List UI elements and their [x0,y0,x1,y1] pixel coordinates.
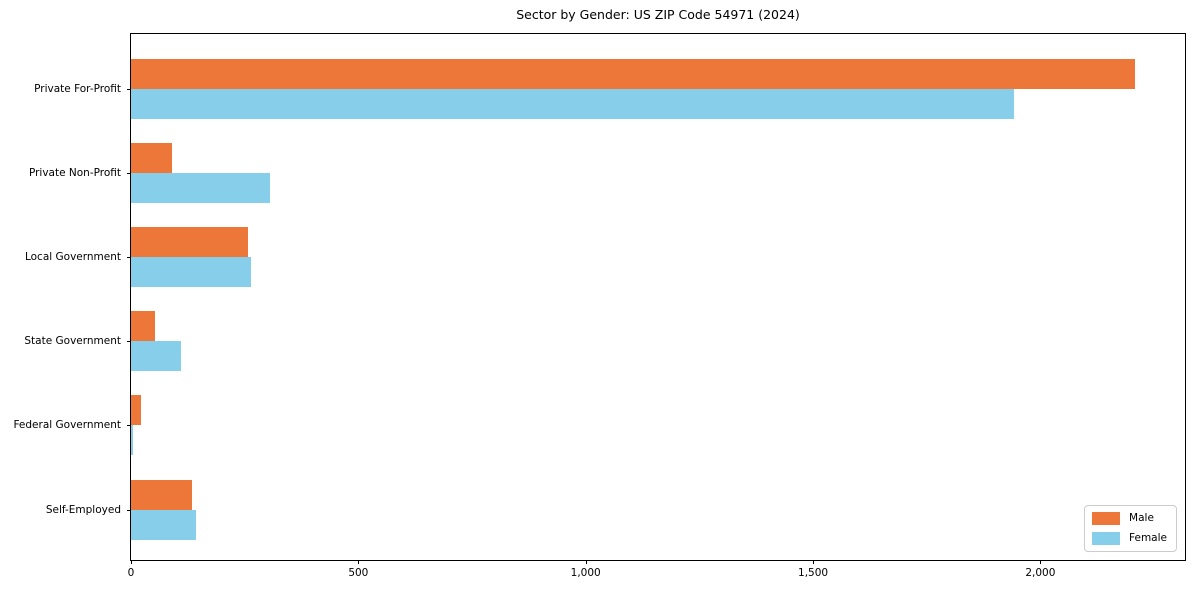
bar-female-federal-government [131,425,133,456]
y-tick-mark [127,341,131,343]
chart-title: Sector by Gender: US ZIP Code 54971 (202… [516,7,800,22]
y-tick-mark [127,89,131,90]
x-tick-label-1-500: 1,500 [798,567,829,579]
x-tick-label-500: 500 [348,567,369,579]
legend-swatch-female-icon [1092,532,1121,545]
bar-female-state-government [131,341,182,372]
legend-row-female: Female [1092,532,1167,545]
bar-female-private-non-profit [131,173,270,204]
y-tick-label-private-for-profit: Private For-Profit [34,83,121,95]
y-tick-mark [127,425,131,427]
y-tick-label-self-employed: Self-Employed [45,503,121,516]
x-tick-mark [585,560,587,564]
bar-female-private-for-profit [131,89,1015,119]
x-tick-mark [358,560,360,564]
legend-swatch-male-icon [1092,512,1121,525]
legend-label-female: Female [1129,532,1167,544]
y-tick-label-state-government: State Government [24,335,121,348]
bar-female-self-employed [131,509,196,540]
y-tick-label-local-government: Local Government [24,251,121,264]
x-tick-mark [813,560,815,564]
y-tick-label-federal-government: Federal Government [13,419,121,432]
x-tick-label-1-000: 1,000 [570,567,601,579]
y-tick-mark [127,509,131,511]
legend-row-male: Male [1092,512,1167,525]
legend: Male Female [1084,505,1177,552]
x-tick-mark [1040,560,1042,564]
legend-label-male: Male [1129,512,1154,524]
bar-male-private-for-profit [131,59,1135,89]
bar-male-private-non-profit [131,143,172,174]
plot-area: Male Female Private For-Profit Private No… [13,33,1186,579]
x-tick-label-2-000: 2,000 [1025,567,1056,579]
bar-male-federal-government [131,395,142,426]
bar-male-self-employed [131,479,192,510]
x-tick-mark [131,560,132,564]
bar-male-local-government [131,227,249,258]
y-tick-label-private-non-profit: Private Non-Profit [28,167,121,180]
y-tick-mark [127,173,131,175]
x-tick-label-0: 0 [127,567,135,579]
bar-male-state-government [131,311,156,342]
bar-female-local-government [131,257,252,288]
y-tick-mark [127,257,131,259]
